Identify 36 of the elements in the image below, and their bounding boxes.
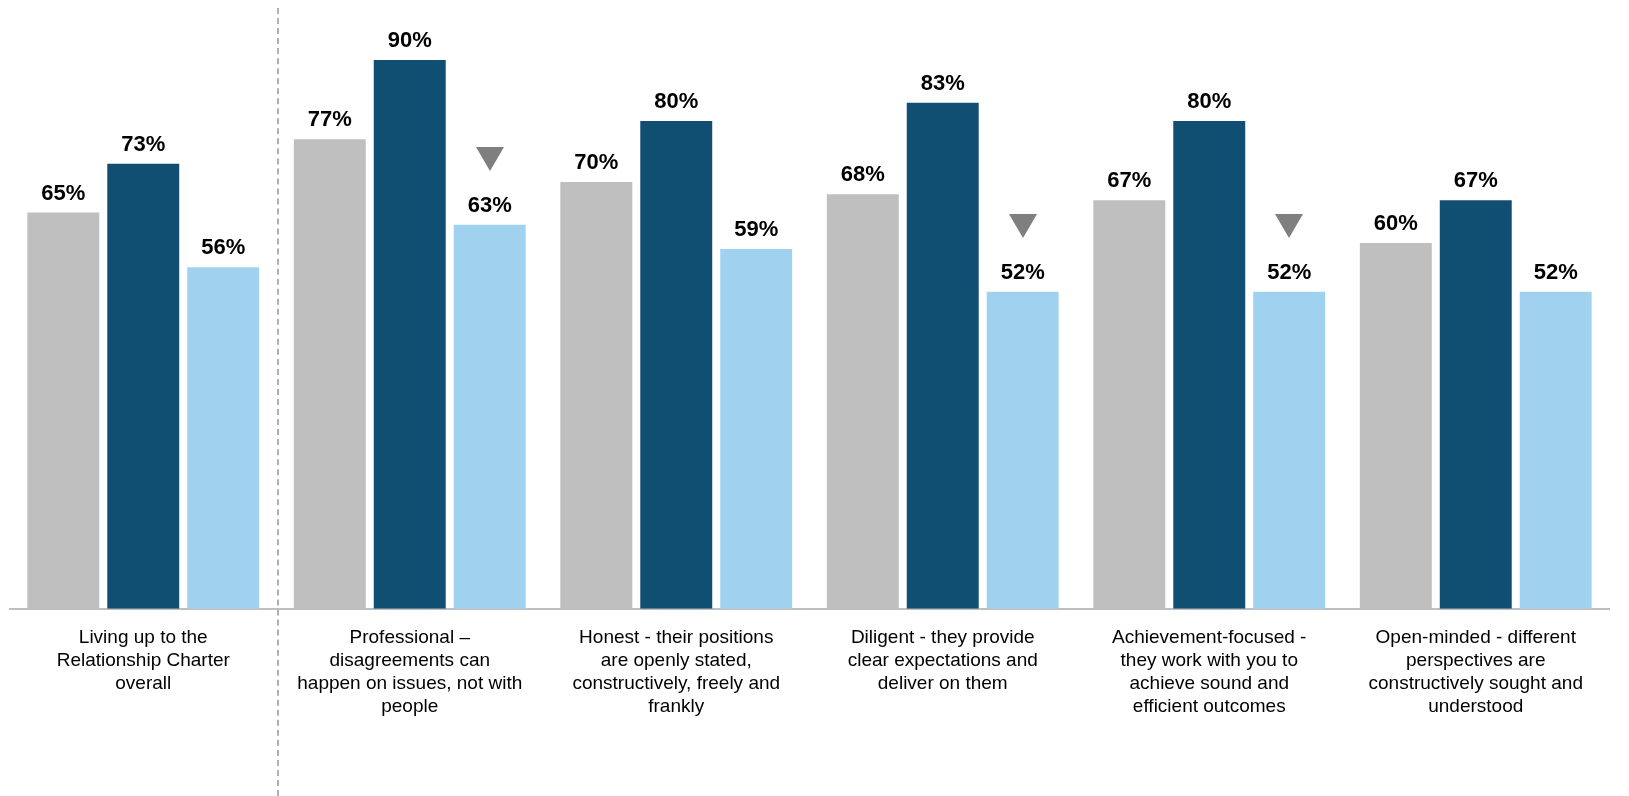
bar bbox=[1253, 291, 1326, 609]
bar bbox=[107, 163, 180, 609]
data-label: 77% bbox=[307, 106, 352, 132]
x-tick-label: Professional – disagreements can happen on issues, not with people bbox=[297, 626, 523, 716]
bar bbox=[187, 267, 260, 609]
x-tick-label: Achievement-focused - they work with you to achieve sound and efficient outcomes bbox=[1112, 626, 1307, 716]
data-label: 65% bbox=[41, 179, 86, 205]
data-label: 52% bbox=[1533, 258, 1578, 284]
bar bbox=[1519, 291, 1592, 609]
data-label: 68% bbox=[840, 161, 885, 187]
data-label: 59% bbox=[734, 216, 779, 242]
data-label: 52% bbox=[1267, 258, 1312, 284]
x-tick-label: Living up to the Relationship Charter overall bbox=[56, 626, 231, 694]
bar bbox=[1439, 200, 1512, 609]
data-label: 67% bbox=[1453, 167, 1498, 193]
data-label: 70% bbox=[574, 149, 619, 175]
data-label: 63% bbox=[467, 191, 512, 217]
x-tick-label: Diligent - they provide clear expectations and deliver on them bbox=[847, 626, 1038, 694]
bar bbox=[453, 224, 526, 609]
x-tick-label: Honest - their positions are openly stated, constructively, freely and frankly bbox=[572, 626, 781, 716]
data-label: 73% bbox=[121, 130, 166, 156]
data-label: 52% bbox=[1000, 258, 1045, 284]
data-label: 60% bbox=[1373, 210, 1418, 235]
bar bbox=[373, 60, 446, 609]
data-label: 80% bbox=[654, 88, 699, 114]
x-tick-label: Open-minded - different perspectives are constructively sought and understood bbox=[1368, 626, 1583, 716]
data-label: 56% bbox=[201, 234, 246, 260]
data-label: 83% bbox=[920, 69, 965, 95]
bar bbox=[720, 249, 793, 609]
bar bbox=[1173, 120, 1246, 609]
bar bbox=[640, 120, 713, 609]
data-label: 80% bbox=[1187, 88, 1232, 114]
bar bbox=[986, 291, 1059, 609]
data-label: 90% bbox=[387, 27, 432, 53]
data-label: 67% bbox=[1107, 167, 1152, 193]
bar bbox=[906, 102, 979, 609]
